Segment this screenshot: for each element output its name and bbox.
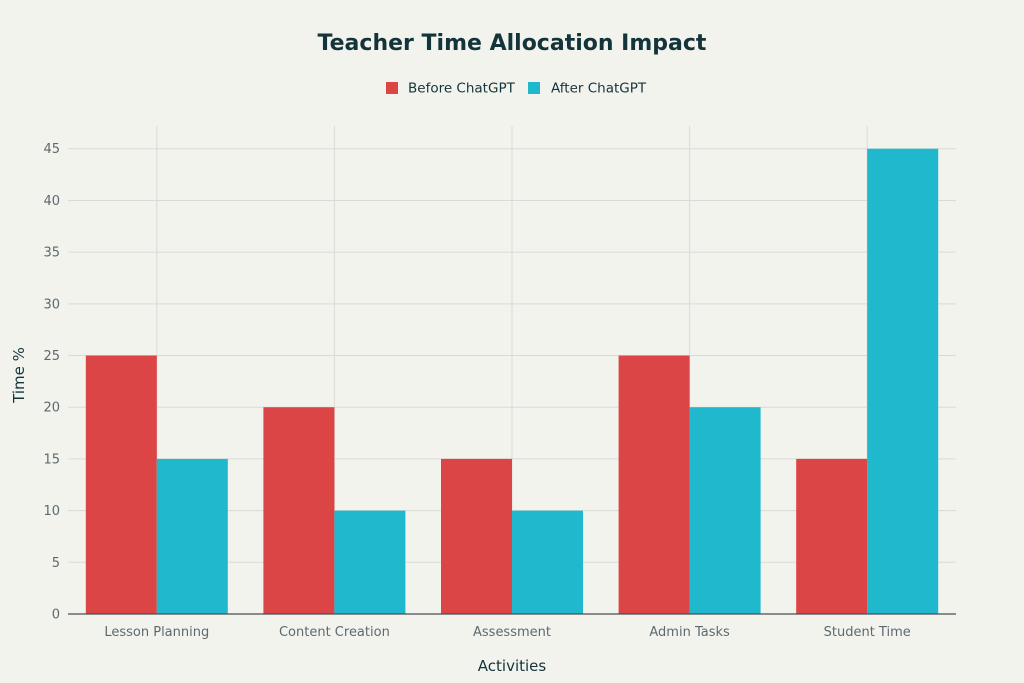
bar-after-content-creation xyxy=(334,510,406,614)
bars xyxy=(85,148,939,614)
legend-swatch-after xyxy=(528,82,540,94)
x-axis-ticks: Lesson Planning Content Creation Assessmen… xyxy=(104,625,910,640)
y-tick-label: 30 xyxy=(43,297,60,312)
bar-after-lesson-planning xyxy=(156,458,228,614)
legend: Before ChatGPT After ChatGPT xyxy=(386,81,647,97)
legend-label-before: Before ChatGPT xyxy=(408,81,516,97)
y-tick-label: 40 xyxy=(43,194,60,209)
y-tick-label: 15 xyxy=(43,452,60,467)
y-axis-label: Time % xyxy=(10,347,28,404)
x-tick-label: Admin Tasks xyxy=(649,625,730,640)
bar-before-admin-tasks xyxy=(618,355,690,614)
legend-swatch-before xyxy=(386,82,398,94)
bar-after-student-time xyxy=(867,148,939,614)
bar-before-content-creation xyxy=(263,407,335,614)
y-tick-label: 5 xyxy=(52,556,60,571)
x-axis-label: Activities xyxy=(478,657,547,675)
x-tick-label: Assessment xyxy=(473,625,551,640)
bar-before-lesson-planning xyxy=(85,355,157,614)
y-tick-label: 10 xyxy=(43,504,60,519)
x-tick-label: Lesson Planning xyxy=(104,625,209,640)
bar-after-admin-tasks xyxy=(689,407,761,614)
y-tick-label: 20 xyxy=(43,401,60,416)
x-tick-label: Content Creation xyxy=(279,625,390,640)
y-tick-label: 25 xyxy=(43,349,60,364)
y-axis-ticks: 0 5 10 15 20 25 30 35 40 45 xyxy=(43,142,60,622)
legend-label-after: After ChatGPT xyxy=(551,81,647,97)
bar-after-assessment xyxy=(512,510,583,614)
y-tick-label: 35 xyxy=(43,246,60,261)
y-tick-label: 45 xyxy=(43,142,60,157)
bar-before-student-time xyxy=(796,458,868,614)
chart-title: Teacher Time Allocation Impact xyxy=(318,31,707,56)
y-tick-label: 0 xyxy=(52,608,60,623)
bar-before-assessment xyxy=(441,458,512,614)
x-tick-label: Student Time xyxy=(824,625,911,640)
